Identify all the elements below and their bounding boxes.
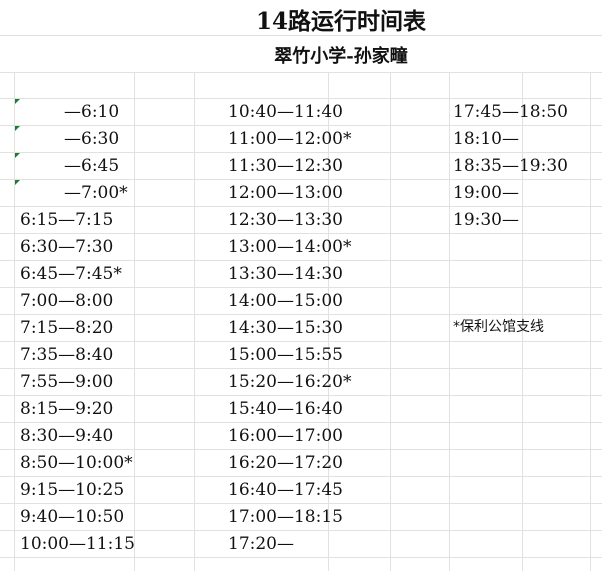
row-divider [0,98,602,99]
column-divider [390,72,391,571]
timetable-cell[interactable]: 11:30—12:30 [228,156,343,176]
timetable-cell[interactable]: 16:40—17:45 [228,480,343,500]
timetable-cell[interactable]: 14:30—15:30 [228,318,343,338]
timetable-cell[interactable]: 19:30— [453,210,519,230]
timetable-cell[interactable]: 14:00—15:00 [228,291,343,311]
timetable-cell[interactable]: —6:45 [64,156,120,176]
timetable-cell[interactable]: —6:30 [64,129,120,149]
row-divider [0,152,602,153]
timetable-cell[interactable]: 15:00—15:55 [228,345,343,365]
row-divider [0,287,602,288]
timetable-cell[interactable]: 12:00—13:00 [228,183,343,203]
timetable-cell[interactable]: 12:30—13:30 [228,210,343,230]
error-indicator-icon [15,99,20,104]
column-divider [328,72,329,571]
timetable-cell[interactable]: 17:20— [228,534,294,554]
row-divider [0,557,602,558]
route-subtitle: 翠竹小学-孙家疃 [274,46,408,67]
timetable-cell[interactable]: 9:15—10:25 [20,480,125,500]
column-divider [194,72,195,571]
row-divider [0,530,602,531]
row-divider [0,503,602,504]
timetable-cell[interactable]: 19:00— [453,183,519,203]
timetable-cell[interactable]: 16:00—17:00 [228,426,343,446]
branch-note[interactable]: *保利公馆支线 [453,319,544,335]
column-divider [449,72,450,571]
row-divider [0,449,602,450]
row-divider [0,125,602,126]
timetable-cell[interactable]: 7:35—8:40 [20,345,114,365]
error-indicator-icon [15,180,20,185]
column-divider [14,72,15,571]
column-divider [590,72,591,571]
timetable-cell[interactable]: 7:55—9:00 [20,372,114,392]
timetable-cell[interactable]: 6:45—7:45* [20,264,122,284]
timetable-cell[interactable]: 7:15—8:20 [20,318,114,338]
row-divider [0,314,602,315]
timetable-cell[interactable]: 6:15—7:15 [20,210,114,230]
row-divider [0,260,602,261]
page-title: 14路运行时间表 [255,8,426,35]
column-divider [522,72,523,571]
timetable-cell[interactable]: 10:00—11:15 [20,534,135,554]
timetable-cell[interactable]: 9:40—10:50 [20,507,125,527]
timetable-cell[interactable]: 11:00—12:00* [228,129,352,149]
timetable-cell[interactable]: 8:50—10:00* [20,453,133,473]
error-indicator-icon [15,126,20,131]
timetable-cell[interactable]: 17:45—18:50 [453,102,568,122]
row-divider [0,476,602,477]
timetable-cell[interactable]: 13:30—14:30 [228,264,343,284]
row-divider [0,368,602,369]
row-divider [0,395,602,396]
row-divider [0,206,602,207]
row-divider [0,341,602,342]
timetable-cell[interactable]: 7:00—8:00 [20,291,114,311]
row-divider [0,72,602,73]
row-divider [0,233,602,234]
timetable-cell[interactable]: 18:35—19:30 [453,156,568,176]
timetable-cell[interactable]: —6:10 [64,102,120,122]
timetable-cell[interactable]: 17:00—18:15 [228,507,343,527]
row-divider [0,422,602,423]
row-divider [0,35,602,36]
row-divider [0,179,602,180]
timetable-cell[interactable]: 15:40—16:40 [228,399,343,419]
error-indicator-icon [15,153,20,158]
timetable-cell[interactable]: 15:20—16:20* [228,372,352,392]
timetable-cell[interactable]: 18:10— [453,129,519,149]
timetable-cell[interactable]: 6:30—7:30 [20,237,114,257]
timetable-cell[interactable]: 10:40—11:40 [228,102,343,122]
column-divider [134,72,135,571]
timetable-cell[interactable]: 13:00—14:00* [228,237,352,257]
timetable-cell[interactable]: —7:00* [64,183,128,203]
timetable-cell[interactable]: 16:20—17:20 [228,453,343,473]
timetable-cell[interactable]: 8:30—9:40 [20,426,114,446]
timetable-cell[interactable]: 8:15—9:20 [20,399,114,419]
